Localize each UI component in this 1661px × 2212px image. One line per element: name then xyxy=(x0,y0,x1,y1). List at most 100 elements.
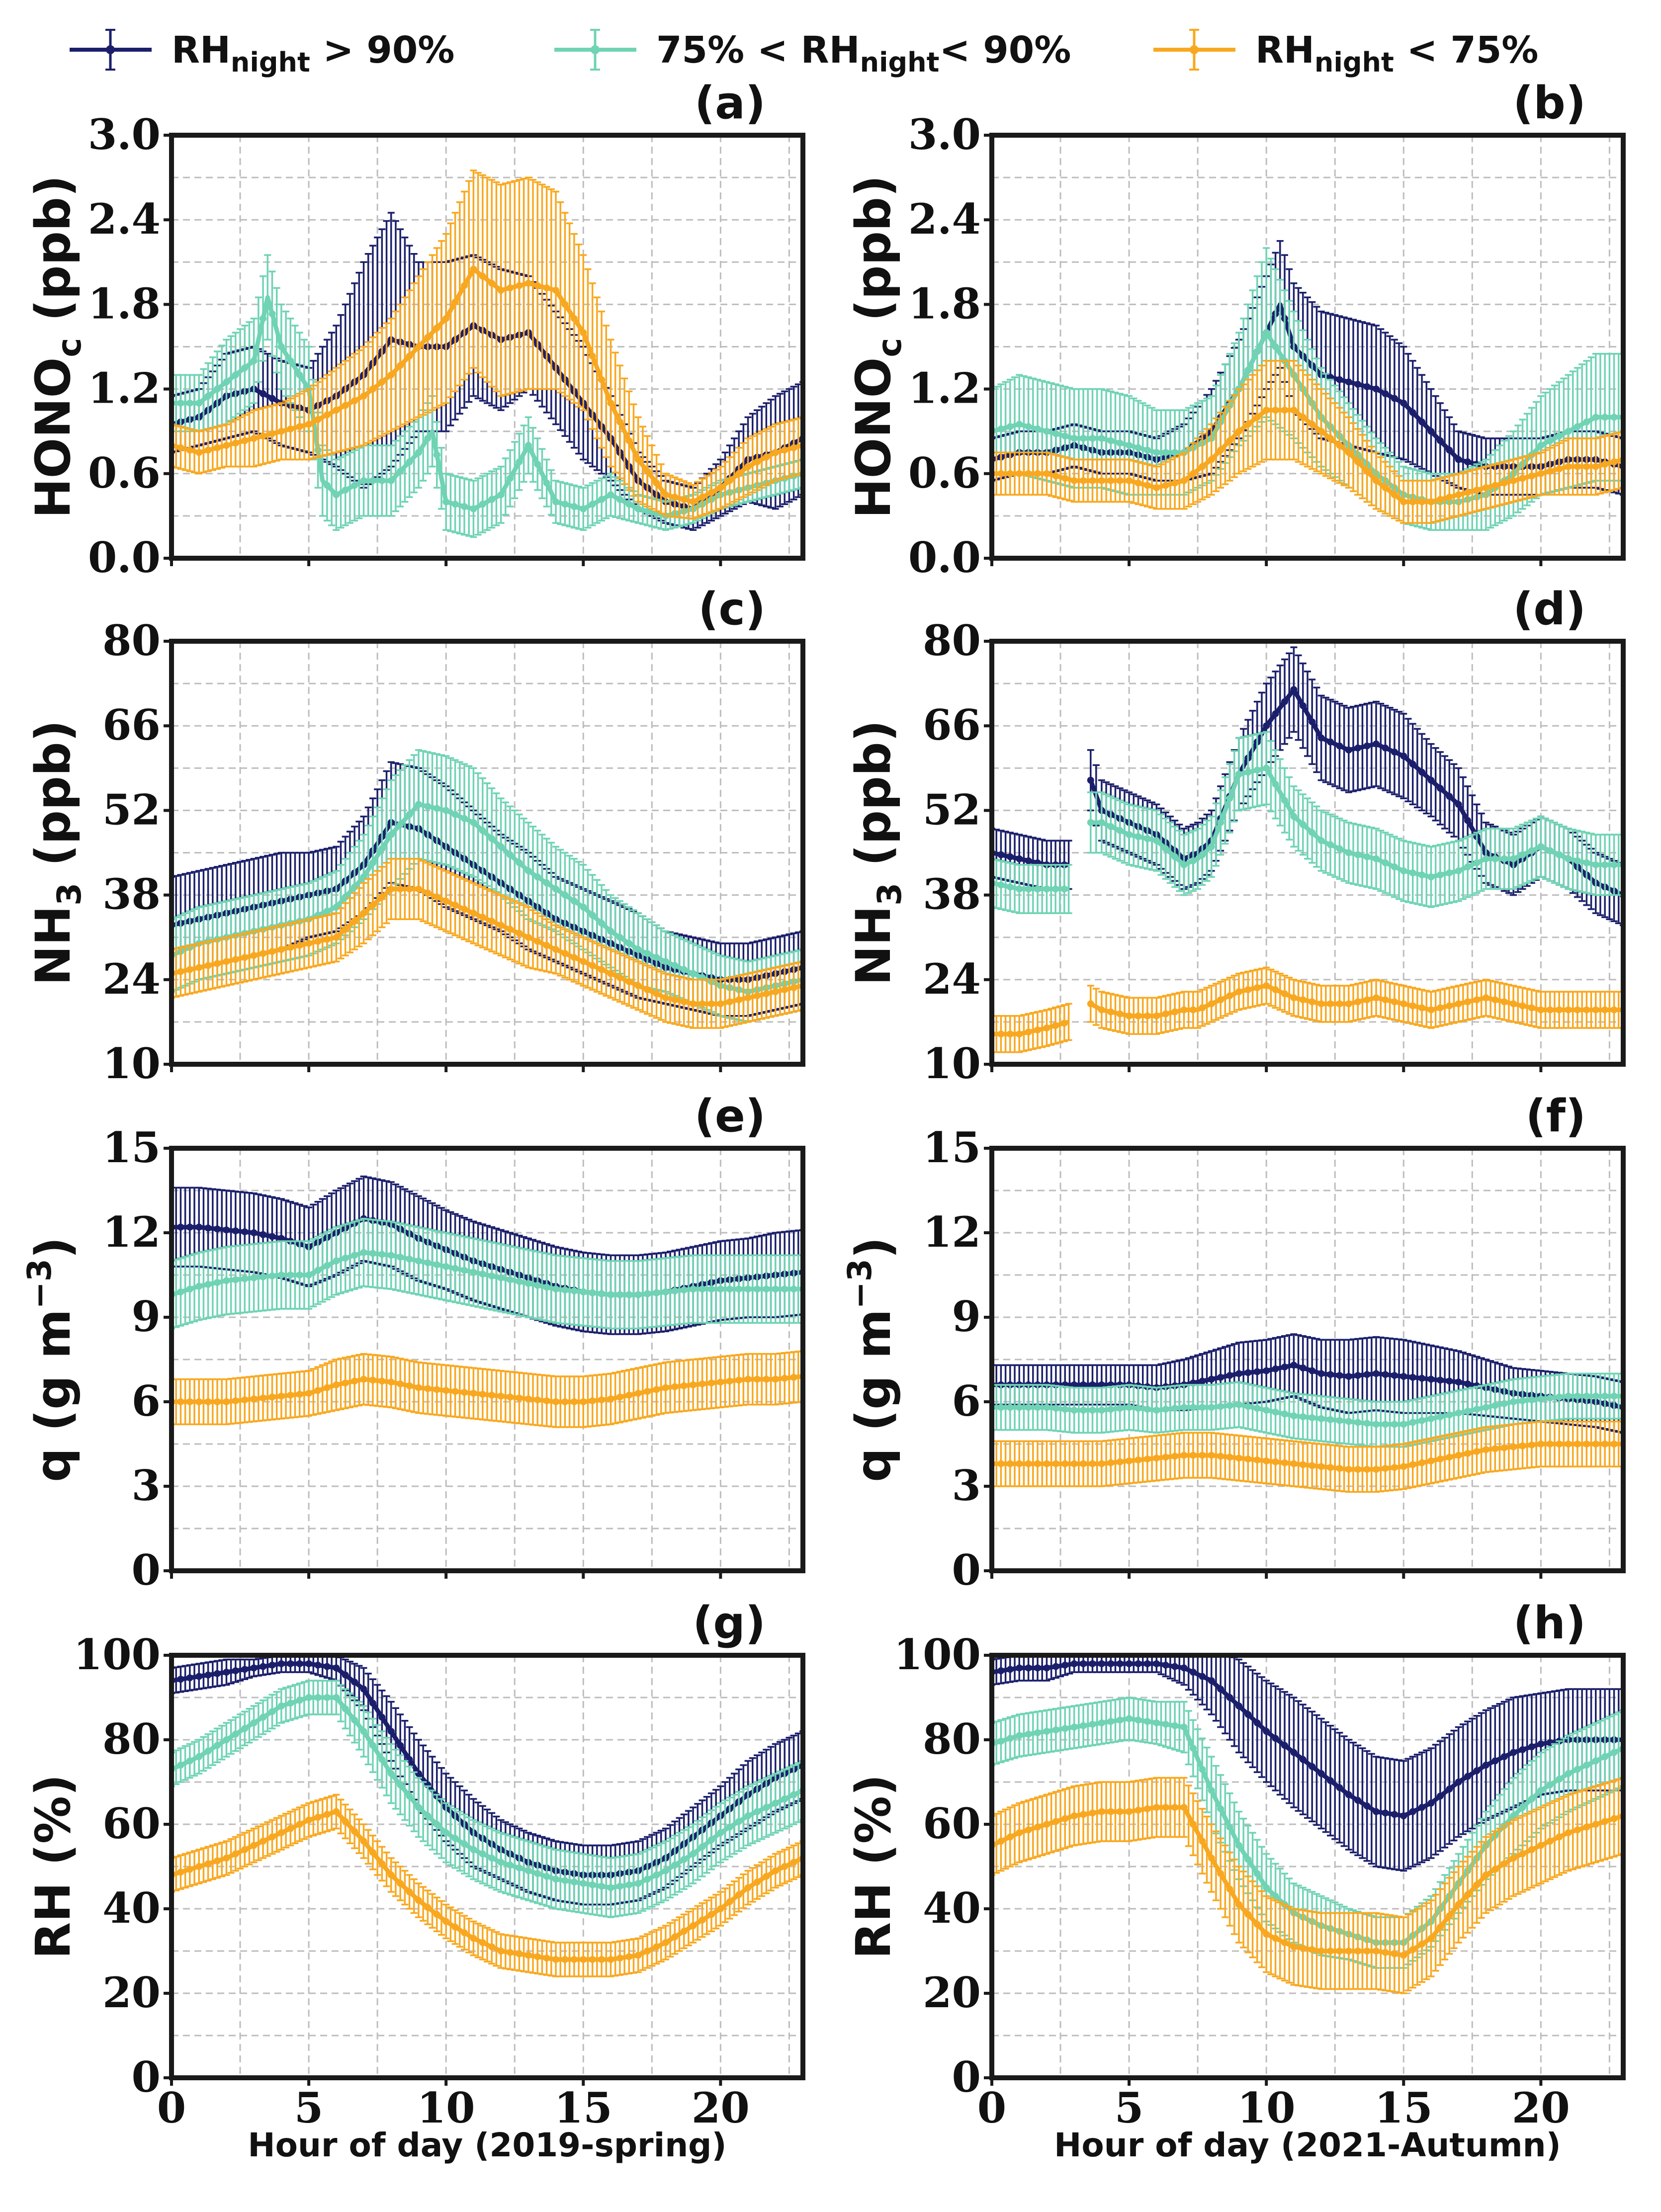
data-point xyxy=(690,970,697,977)
data-point xyxy=(1546,437,1554,444)
data-point xyxy=(1556,465,1563,473)
data-point xyxy=(460,905,468,913)
data-point xyxy=(1473,486,1481,494)
data-point xyxy=(580,505,587,512)
data-point xyxy=(634,456,642,463)
data-point xyxy=(488,279,496,287)
data-point xyxy=(1363,383,1371,390)
data-point xyxy=(598,496,606,503)
data-point xyxy=(1006,423,1014,430)
y-axis-label: HONOc (ppb) xyxy=(846,175,909,518)
data-point xyxy=(451,298,459,306)
data-point xyxy=(598,966,606,973)
data-point xyxy=(552,498,560,506)
data-point xyxy=(1409,409,1416,416)
data-point xyxy=(479,827,486,834)
data-point xyxy=(570,954,578,961)
data-point xyxy=(1327,434,1334,442)
data-point xyxy=(744,463,752,470)
data-point xyxy=(589,352,596,360)
data-point xyxy=(1464,458,1472,466)
x-ticks xyxy=(990,558,1543,566)
data-point xyxy=(470,505,477,512)
y-tick-label: 2.4 xyxy=(908,194,981,244)
data-point xyxy=(1244,366,1252,374)
data-point xyxy=(598,920,606,927)
data-point xyxy=(397,468,404,475)
data-point xyxy=(497,491,505,499)
data-point xyxy=(214,385,221,393)
data-point xyxy=(570,897,578,905)
data-point xyxy=(653,990,660,998)
markers xyxy=(172,310,803,519)
error-bars xyxy=(992,646,1623,927)
data-point xyxy=(1070,477,1078,484)
data-point xyxy=(1043,427,1050,435)
data-point xyxy=(1107,437,1115,444)
data-point xyxy=(296,941,303,949)
data-point xyxy=(1565,427,1572,435)
data-point xyxy=(241,364,249,372)
data-point xyxy=(1180,477,1188,484)
data-point xyxy=(598,376,606,383)
data-point xyxy=(552,885,560,893)
data-point xyxy=(378,893,386,901)
y-tick-label: 80 xyxy=(102,616,161,665)
data-point xyxy=(232,956,239,963)
data-point xyxy=(534,460,541,468)
data-point xyxy=(488,835,496,843)
y-ticks: 10 24 38 52 66 80 xyxy=(102,616,172,1088)
data-point xyxy=(250,357,258,364)
data-point xyxy=(699,494,706,501)
data-point xyxy=(507,475,514,482)
legend-entry-3: RHnight < 75% xyxy=(1153,29,1538,78)
data-point xyxy=(1153,449,1160,456)
data-point xyxy=(1171,479,1179,487)
data-point xyxy=(589,501,596,508)
data-point xyxy=(1006,470,1014,477)
data-point xyxy=(997,425,1005,432)
data-point xyxy=(580,903,587,911)
data-point xyxy=(1143,446,1151,454)
data-point xyxy=(1135,479,1142,487)
data-point xyxy=(342,926,349,933)
y-tick-label: 2.4 xyxy=(88,194,161,244)
data-point xyxy=(442,807,450,814)
data-point xyxy=(186,966,193,973)
data-point xyxy=(1116,477,1124,484)
data-point xyxy=(268,310,276,318)
data-point xyxy=(214,444,221,451)
data-point xyxy=(534,282,541,289)
data-point xyxy=(707,489,715,496)
data-point xyxy=(525,442,532,449)
data-point xyxy=(333,934,340,941)
y-tick-label: 1.8 xyxy=(88,279,161,328)
data-point xyxy=(552,946,560,953)
data-point xyxy=(296,371,303,379)
data-point xyxy=(1244,421,1252,428)
data-point xyxy=(607,928,614,935)
x-ticks xyxy=(170,558,722,566)
data-point xyxy=(1382,390,1389,398)
data-point xyxy=(680,496,688,503)
data-point xyxy=(763,453,770,461)
data-point xyxy=(781,446,788,454)
data-point xyxy=(479,501,486,508)
data-point xyxy=(1025,423,1032,430)
data-point xyxy=(360,910,367,917)
data-point xyxy=(397,821,404,828)
y-tick-label: 1.8 xyxy=(908,279,981,328)
y-ticks: 0.0 0.6 1.2 1.8 2.4 3.0 xyxy=(908,110,992,582)
data-point xyxy=(268,948,276,955)
data-point xyxy=(195,449,203,456)
y-tick-label: 24 xyxy=(102,954,161,1004)
data-point xyxy=(552,287,560,294)
data-point xyxy=(671,996,679,1004)
data-point xyxy=(781,986,788,994)
plot-frame xyxy=(989,133,1626,561)
data-point xyxy=(1354,381,1362,388)
data-point xyxy=(378,477,386,484)
